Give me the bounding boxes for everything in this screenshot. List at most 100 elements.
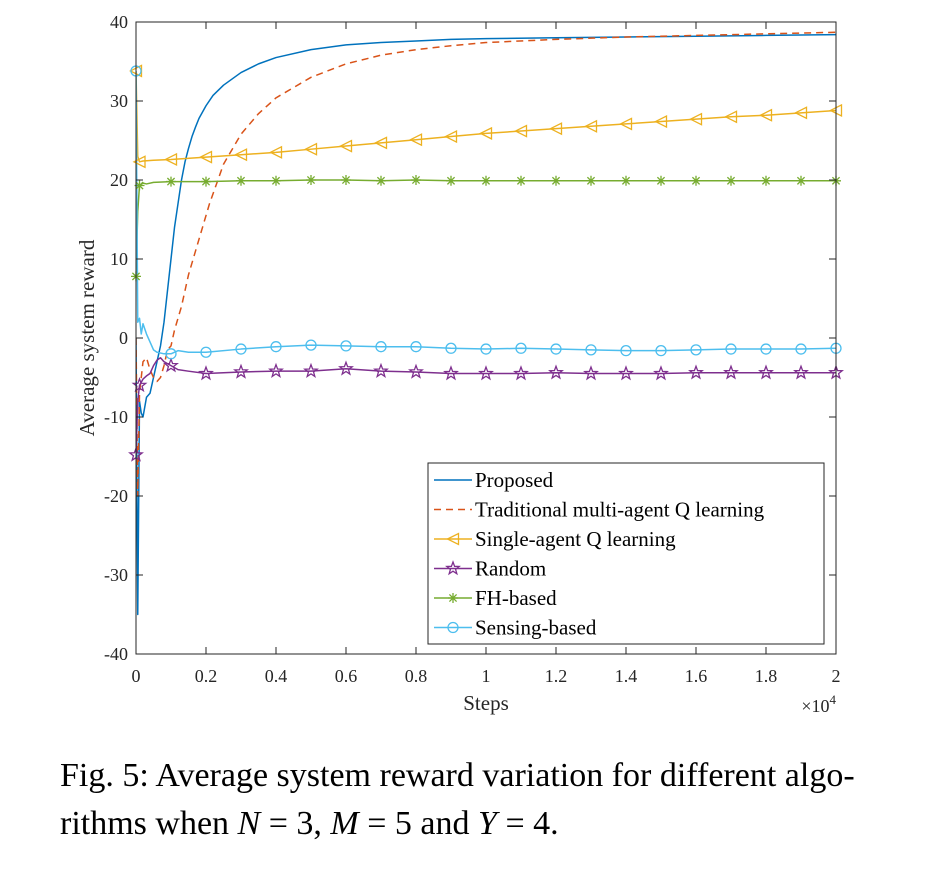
series-marker-3	[131, 377, 148, 393]
caption-line-2: rithms when N = 3, M = 5 and Y = 4.	[60, 800, 892, 848]
series-marker-2	[479, 126, 493, 140]
caption-eq-y: = 4.	[496, 805, 559, 842]
series-marker-2	[794, 106, 808, 120]
series-marker-2	[132, 155, 146, 169]
series-marker-4	[306, 175, 316, 185]
series-marker-4	[271, 175, 281, 186]
series-marker-4	[166, 176, 176, 187]
series-marker-5	[340, 340, 352, 352]
legend-label: Proposed	[475, 468, 554, 492]
series-marker-2	[689, 112, 703, 126]
y-tick-label: 30	[110, 91, 128, 111]
series-marker-5	[690, 344, 702, 356]
series-marker-3	[373, 362, 389, 378]
series-marker-3	[163, 357, 179, 373]
x-tick-label: 1.6	[685, 666, 708, 686]
legend-marker-4	[448, 593, 458, 603]
series-marker-3	[618, 365, 634, 381]
legend-label: Sensing-based	[475, 616, 597, 640]
series-marker-4	[586, 175, 596, 186]
series-marker-3	[408, 363, 424, 379]
series-marker-5	[200, 346, 212, 358]
series-marker-4	[796, 175, 806, 186]
series-marker-4	[551, 175, 561, 186]
legend-label: Random	[475, 557, 546, 581]
caption-var-y: Y	[478, 805, 497, 842]
legend: Proposed Traditional multi-agent Q learni…	[427, 462, 825, 645]
y-tick-label: -20	[104, 486, 128, 506]
series-marker-5	[585, 344, 597, 356]
legend-label: Traditional multi-agent Q learning	[475, 498, 765, 522]
series-marker-4	[481, 175, 491, 186]
series-marker-4	[621, 175, 631, 186]
caption-eq-m: = 5 and	[358, 805, 479, 842]
series-marker-2	[304, 142, 318, 156]
x-tick-label: 2	[832, 666, 841, 686]
series-marker-2	[724, 110, 738, 124]
series-marker-4	[446, 175, 456, 186]
legend-marker-5	[447, 621, 459, 634]
series-marker-5	[445, 342, 457, 354]
series-marker-5	[480, 343, 492, 355]
x-multiplier-exponent: 4	[830, 692, 837, 707]
series-marker-5	[620, 344, 632, 357]
series-marker-2	[549, 122, 563, 136]
series-marker-4	[341, 175, 351, 185]
series-marker-2	[619, 117, 633, 131]
y-tick-label: -30	[104, 565, 128, 585]
x-tick-label: 1.8	[755, 666, 778, 686]
caption-eq-n: = 3,	[260, 805, 331, 842]
series-marker-2	[514, 124, 528, 138]
series-line-2	[136, 70, 836, 163]
series-marker-2	[444, 129, 458, 144]
x-tick-label: 1.2	[545, 666, 568, 686]
reward-chart: 0 0.2 0.4 0.6 0.8 1 1.2 1.4 1.6 1.8 2 -40 -30 -20 -10…	[75, 12, 844, 716]
x-tick-label: 0.4	[265, 666, 288, 686]
y-tick-label: 20	[110, 170, 128, 190]
x-axis-label: Steps	[463, 691, 509, 715]
x-axis-multiplier: ×104	[801, 692, 836, 716]
x-tick-label: 0	[132, 666, 141, 686]
series-marker-5	[375, 341, 387, 353]
series-marker-5	[165, 348, 177, 360]
y-tick-label: 0	[119, 328, 128, 348]
series-marker-3	[513, 365, 529, 381]
series-marker-5	[235, 343, 247, 355]
y-tick-label: 10	[110, 249, 128, 269]
x-multiplier-base: ×10	[801, 696, 829, 716]
series-marker-2	[759, 108, 773, 122]
x-tick-label: 1.4	[615, 666, 638, 686]
legend-marker-3	[445, 560, 461, 576]
series-marker-5	[410, 341, 422, 353]
series-marker-4	[411, 175, 421, 185]
series-marker-5	[655, 344, 667, 357]
series-marker-3	[443, 365, 459, 381]
series-marker-4	[761, 175, 771, 186]
series-marker-3	[268, 362, 284, 378]
series-marker-4	[656, 175, 666, 186]
legend-label: FH-based	[475, 586, 557, 610]
figure-caption: Fig. 5: Average system reward variation …	[60, 752, 892, 848]
series-marker-4	[691, 175, 701, 186]
series-marker-5	[305, 339, 317, 351]
series-marker-3	[478, 365, 494, 381]
series-line-0	[136, 33, 836, 616]
x-tick-label: 1	[482, 666, 491, 686]
series-marker-5	[725, 343, 737, 355]
series-marker-2	[409, 133, 423, 147]
series-marker-3	[198, 365, 214, 381]
series-line-3	[136, 357, 836, 455]
series-marker-2	[339, 139, 353, 153]
series-marker-4	[516, 175, 526, 186]
caption-var-m: M	[330, 805, 359, 842]
series-marker-4	[134, 180, 145, 191]
series-marker-3	[793, 364, 809, 380]
x-tick-label: 0.8	[405, 666, 428, 686]
series-marker-5	[515, 342, 527, 354]
series-marker-3	[303, 362, 319, 378]
series-line-1	[136, 31, 836, 497]
series-marker-2	[164, 152, 178, 167]
series-marker-3	[758, 364, 774, 380]
y-tick-label: 40	[110, 12, 128, 32]
legend-box	[427, 462, 825, 645]
